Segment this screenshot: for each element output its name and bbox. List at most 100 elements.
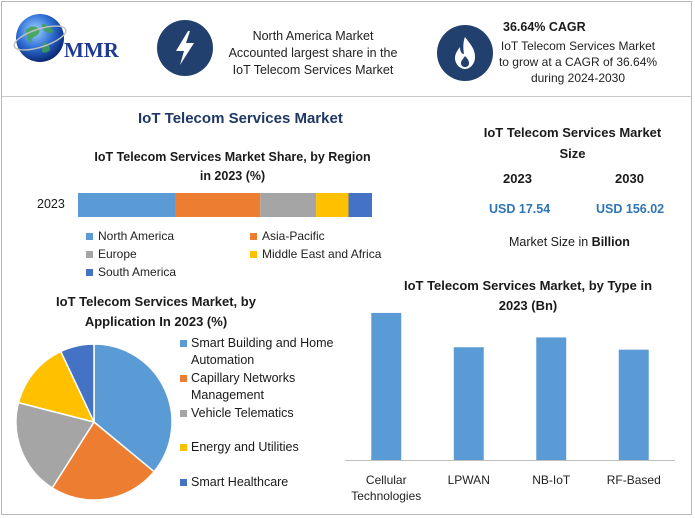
- header-box2-line: during 2024-2030: [530, 71, 626, 85]
- application-chart-title: IoT Telecom Services Market, by Applicat…: [22, 292, 290, 332]
- type-chart-title: IoT Telecom Services Market, by Type in …: [384, 276, 672, 316]
- market-size-title-line: IoT Telecom Services Market: [483, 125, 662, 140]
- type-bar-nb-iot: [536, 337, 567, 460]
- pie-slice-vehicle-telematics: [15, 401, 96, 489]
- market-size-year-2023: 2023: [503, 171, 532, 186]
- legend-swatch: [180, 340, 187, 347]
- legend-label: Vehicle Telematics: [191, 405, 294, 422]
- market-size-note: Market Size in Billion: [509, 235, 630, 249]
- application-legend-item-smart-building-and-home-automation: Smart Building and Home Automation: [180, 335, 333, 369]
- type-bar-lpwan: [453, 347, 484, 460]
- tick-label-line: LPWAN: [447, 473, 490, 487]
- region-bar-segment-asia-pacific: [175, 193, 261, 217]
- legend-swatch: [180, 444, 187, 451]
- market-size-note-unit: Billion: [591, 235, 630, 249]
- globe-icon: [13, 14, 67, 62]
- region-bar-segment-europe: [260, 193, 317, 217]
- market-size-title: IoT Telecom Services Market Size: [470, 122, 675, 164]
- legend-swatch: [180, 479, 187, 486]
- region-stacked-bar: [78, 193, 372, 217]
- region-bar-segment-middle-east-and-africa: [316, 193, 349, 217]
- application-pie: [15, 343, 173, 501]
- legend-label: Smart Building and Home Automation: [191, 335, 333, 369]
- legend-label-line: Management: [191, 388, 264, 402]
- market-size-title-line: Size: [559, 146, 586, 161]
- legend-swatch: [86, 268, 93, 276]
- market-size-value-2023: USD 17.54: [489, 202, 551, 216]
- market-size-value-2030: USD 156.02: [596, 202, 665, 216]
- type-bar-rf-based: [618, 349, 649, 460]
- header-box1-text: North America Market Accounted largest s…: [218, 28, 408, 79]
- legend-label: Asia-Pacific: [262, 229, 325, 243]
- type-chart-title-line: IoT Telecom Services Market, by Type in: [403, 278, 653, 293]
- header-box1-line: North America Market: [252, 29, 374, 43]
- application-legend: Smart Building and Home Automation Capilla…: [180, 333, 360, 503]
- region-chart-title-line: IoT Telecom Services Market Share, by Re…: [94, 150, 371, 164]
- region-bar-segment-south-america: [348, 193, 372, 217]
- market-size-note-prefix: Market Size in: [509, 235, 592, 249]
- legend-label: North America: [98, 229, 175, 243]
- logo-text: MMR: [64, 38, 119, 62]
- region-legend: North America Asia-Pacific Europe Middle Ea…: [86, 229, 406, 283]
- pie-slice-smart-building-and-home-automation: [93, 343, 173, 473]
- region-chart-title-line: in 2023 (%): [199, 169, 266, 183]
- type-tick-label-lpwan: LPWAN: [428, 472, 511, 488]
- legend-label: Smart Healthcare: [191, 474, 288, 491]
- tick-label-line: NB-IoT: [532, 473, 571, 487]
- type-tick-label-cellular-technologies: Cellular Technologies: [345, 472, 428, 504]
- region-chart-title: IoT Telecom Services Market Share, by Re…: [70, 148, 395, 186]
- legend-label-line: Capillary Networks: [191, 371, 296, 385]
- market-size-year-2030: 2030: [615, 171, 644, 186]
- legend-label: Middle East and Africa: [262, 247, 382, 261]
- region-bar-segment-north-america: [78, 193, 176, 217]
- header-box2-line: IoT Telecom Services Market: [500, 39, 656, 53]
- lightning-icon-circle: [157, 20, 213, 76]
- legend-label-line: Energy and Utilities: [191, 440, 299, 454]
- legend-swatch: [180, 375, 187, 382]
- type-tick-label-rf-based: RF-Based: [593, 472, 676, 488]
- legend-label: Energy and Utilities: [191, 439, 299, 456]
- region-category-label: 2023: [37, 197, 65, 211]
- lightning-icon: [176, 31, 194, 65]
- flame-icon-circle: [437, 25, 493, 81]
- legend-swatch: [250, 232, 257, 240]
- main-title: IoT Telecom Services Market: [138, 110, 343, 127]
- application-legend-item-capillary-networks-management: Capillary Networks Management: [180, 370, 295, 404]
- legend-label: Capillary Networks Management: [191, 370, 295, 404]
- pie-slice-smart-healthcare: [59, 343, 95, 423]
- logo: MMR: [12, 10, 142, 66]
- legend-label: Europe: [98, 247, 137, 261]
- header-box2-text: IoT Telecom Services Market to grow at a…: [497, 38, 659, 86]
- legend-label: South America: [98, 265, 177, 279]
- tick-label-line: RF-Based: [606, 473, 661, 487]
- region-legend-item-north-america: North America: [86, 229, 174, 243]
- tick-label-line: Technologies: [351, 489, 422, 503]
- header-box1-line: IoT Telecom Services Market: [232, 63, 394, 77]
- application-chart-title-line: IoT Telecom Services Market, by: [56, 294, 256, 309]
- application-legend-item-energy-and-utilities: Energy and Utilities: [180, 439, 299, 456]
- type-tick-labels: Cellular Technologies LPWAN NB-IoT RF-Based: [345, 470, 675, 510]
- pie-slice-energy-and-utilities: [17, 350, 96, 424]
- legend-label-line: Smart Building and Home: [191, 336, 334, 350]
- header-box2-line: to grow at a CAGR of 36.64%: [498, 55, 658, 69]
- legend-label-line: Smart Healthcare: [191, 475, 289, 489]
- tick-label-line: Cellular: [365, 473, 407, 487]
- legend-swatch: [250, 250, 257, 258]
- type-bar-cellular-technologies: [371, 312, 402, 460]
- type-chart-title-line: 2023 (Bn): [498, 298, 558, 313]
- header-divider: [1, 96, 692, 97]
- application-legend-item-vehicle-telematics: Vehicle Telematics: [180, 405, 294, 422]
- region-legend-item-south-america: South America: [86, 265, 176, 279]
- legend-label-line: Vehicle Telematics: [191, 406, 294, 420]
- pie-slice-capillary-networks-management: [51, 420, 156, 501]
- legend-label-line: Automation: [191, 353, 255, 367]
- region-legend-item-europe: Europe: [86, 247, 137, 261]
- header-box1-line: Accounted largest share in the: [228, 46, 398, 60]
- header-box2-title: 36.64% CAGR: [503, 20, 586, 34]
- type-column-chart: [345, 312, 675, 461]
- region-legend-item-middle-east-and-africa: Middle East and Africa: [250, 247, 381, 261]
- legend-swatch: [86, 232, 93, 240]
- type-tick-label-nb-iot: NB-IoT: [510, 472, 593, 488]
- application-legend-item-smart-healthcare: Smart Healthcare: [180, 474, 288, 491]
